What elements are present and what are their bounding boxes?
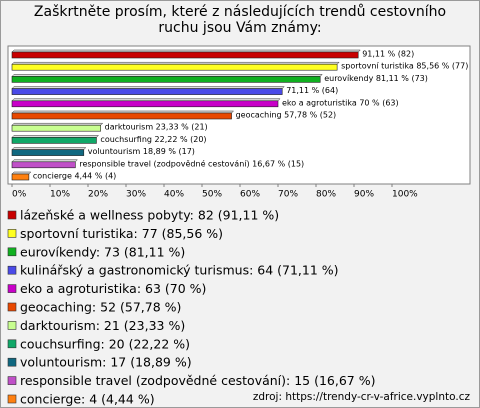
x-tick-label: 10% bbox=[50, 190, 70, 200]
legend-label: voluntourism: 17 (18,89 %) bbox=[20, 355, 192, 370]
data-label: voluntourism 18,89 % (17) bbox=[88, 147, 195, 156]
bar bbox=[11, 51, 359, 59]
bar bbox=[11, 124, 101, 132]
source: zdroj: https://trendy-cr-v-africe.vyplnt… bbox=[253, 391, 471, 403]
x-tick-label: 60% bbox=[240, 190, 260, 200]
bar bbox=[11, 137, 97, 144]
bar-top bbox=[11, 86, 285, 89]
bar bbox=[11, 63, 338, 71]
legend-swatch bbox=[7, 210, 17, 220]
bar bbox=[11, 149, 85, 156]
bar-top bbox=[11, 171, 32, 175]
bar bbox=[11, 88, 283, 95]
chart-title: Zaškrtněte prosím, které z následujících… bbox=[33, 4, 447, 36]
legend-swatch bbox=[7, 284, 17, 293]
x-tick-label: 100% bbox=[392, 190, 418, 200]
legend-label: eko a agroturistika: 63 (70 %) bbox=[20, 281, 206, 296]
legend-swatch bbox=[7, 376, 17, 385]
x-tick-label: 20% bbox=[88, 190, 108, 200]
legend-label: lázeňské a wellness pobyty: 82 (91,11 %) bbox=[20, 208, 279, 223]
bar bbox=[11, 76, 321, 83]
bar-top bbox=[11, 147, 87, 150]
bar-top bbox=[11, 74, 323, 77]
x-tick-label: 40% bbox=[164, 190, 184, 200]
bar-top bbox=[11, 159, 78, 163]
bar bbox=[11, 173, 30, 181]
legend-label: concierge: 4 (4,44 %) bbox=[20, 392, 155, 407]
data-label: darktourism 23,33 % (21) bbox=[105, 123, 208, 132]
legend-label: eurovíkendy: 73 (81,11 %) bbox=[20, 244, 185, 259]
data-label: eko a agroturistika 70 % (63) bbox=[282, 98, 399, 107]
data-label: 71,11 % (64) bbox=[286, 86, 338, 95]
legend-swatch bbox=[7, 339, 17, 349]
bar-top bbox=[11, 98, 281, 102]
legend-swatch bbox=[7, 265, 17, 275]
data-label: geocaching 57,78 % (52) bbox=[236, 111, 337, 120]
legend-label: kulinářský a gastronomický turismus: 64 … bbox=[20, 263, 339, 278]
bar-top bbox=[11, 110, 235, 114]
data-label: concierge 4,44 % (4) bbox=[33, 172, 116, 181]
bar bbox=[11, 100, 279, 108]
bar bbox=[11, 112, 232, 120]
legend-label: responsible travel (zodpovědné cestování… bbox=[20, 373, 375, 388]
legend-label: sportovní turistika: 77 (85,56 %) bbox=[20, 226, 223, 241]
legend-swatch bbox=[7, 321, 17, 330]
legend-swatch bbox=[7, 394, 17, 404]
x-tick-label: 70% bbox=[278, 190, 298, 200]
bar-top bbox=[11, 135, 100, 138]
data-label: sportovní turistika 85,56 % (77) bbox=[341, 62, 468, 71]
bar bbox=[11, 161, 76, 169]
x-tick-label: 90% bbox=[354, 190, 374, 200]
legend-label: geocaching: 52 (57,78 %) bbox=[20, 300, 181, 315]
legend-swatch bbox=[7, 302, 17, 312]
legend-swatch bbox=[7, 229, 17, 238]
legend-label: couchsurfing: 20 (22,22 %) bbox=[20, 336, 190, 351]
x-tick-label: 80% bbox=[316, 190, 336, 200]
data-label: 91,11 % (82) bbox=[362, 50, 414, 59]
x-tick-label: 30% bbox=[126, 190, 146, 200]
data-label: responsible travel (zodpovědné cestování… bbox=[79, 158, 304, 168]
data-label: couchsurfing 22,22 % (20) bbox=[100, 135, 206, 144]
x-tick-label: 50% bbox=[202, 190, 222, 200]
bar-top bbox=[11, 122, 104, 126]
legend-swatch bbox=[7, 247, 17, 257]
data-label: eurovíkendy 81,11 % (73) bbox=[324, 74, 428, 83]
x-tick-label: 0% bbox=[12, 190, 27, 200]
legend-swatch bbox=[7, 357, 17, 367]
legend-label: darktourism: 21 (23,33 %) bbox=[20, 318, 185, 333]
